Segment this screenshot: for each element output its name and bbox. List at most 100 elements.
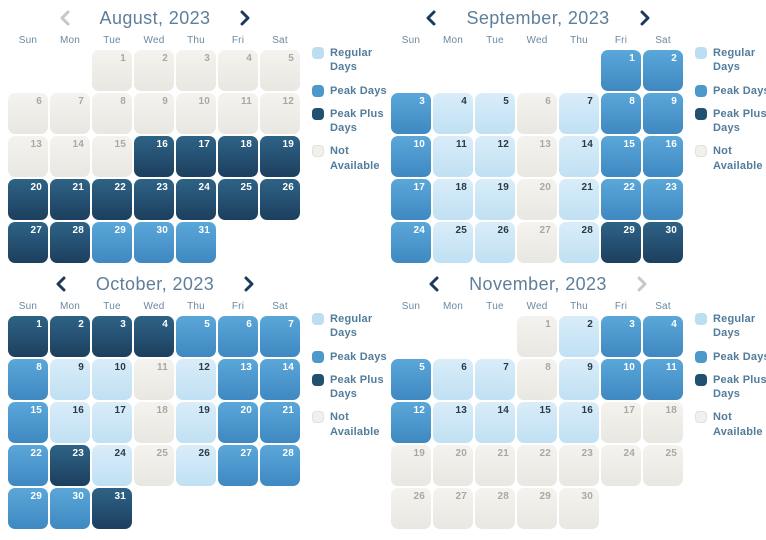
day-cell[interactable]: 10 xyxy=(92,359,132,400)
day-cell[interactable]: 22 xyxy=(92,179,132,220)
day-cell[interactable]: 14 xyxy=(475,402,515,443)
prev-month-button[interactable] xyxy=(422,9,440,27)
day-cell[interactable]: 11 xyxy=(433,136,473,177)
peak_plus-swatch-icon xyxy=(695,107,707,120)
day-cell[interactable]: 18 xyxy=(218,136,258,177)
day-cell[interactable]: 7 xyxy=(475,359,515,400)
day-cell[interactable]: 20 xyxy=(8,179,48,220)
day-cell[interactable]: 26 xyxy=(475,222,515,263)
legend-label: Peak Days xyxy=(330,84,387,97)
day-cell[interactable]: 10 xyxy=(601,359,641,400)
day-cell[interactable]: 4 xyxy=(134,316,174,357)
day-cell[interactable]: 4 xyxy=(433,93,473,134)
day-cell[interactable]: 15 xyxy=(517,402,557,443)
day-number: 13 xyxy=(30,139,42,150)
day-cell[interactable]: 29 xyxy=(601,222,641,263)
day-cell[interactable]: 26 xyxy=(176,445,216,486)
day-cell[interactable]: 17 xyxy=(391,179,431,220)
prev-month-button[interactable] xyxy=(425,275,443,293)
day-cell[interactable]: 12 xyxy=(176,359,216,400)
day-cell[interactable]: 29 xyxy=(92,222,132,263)
day-cell[interactable]: 16 xyxy=(643,136,683,177)
day-number: 31 xyxy=(114,491,126,502)
day-cell[interactable]: 21 xyxy=(260,402,300,443)
day-cell[interactable]: 30 xyxy=(50,488,90,529)
next-month-button[interactable] xyxy=(236,9,254,27)
day-cell[interactable]: 2 xyxy=(559,316,599,357)
day-cell[interactable]: 17 xyxy=(176,136,216,177)
day-cell[interactable]: 23 xyxy=(643,179,683,220)
day-cell[interactable]: 24 xyxy=(391,222,431,263)
day-cell[interactable]: 30 xyxy=(134,222,174,263)
day-cell[interactable]: 21 xyxy=(50,179,90,220)
day-cell[interactable]: 14 xyxy=(260,359,300,400)
day-number: 10 xyxy=(198,96,210,107)
day-cell[interactable]: 5 xyxy=(176,316,216,357)
day-cell[interactable]: 19 xyxy=(176,402,216,443)
day-cell[interactable]: 9 xyxy=(50,359,90,400)
day-cell[interactable]: 23 xyxy=(134,179,174,220)
day-cell: 3 xyxy=(176,50,216,91)
day-cell[interactable]: 11 xyxy=(643,359,683,400)
day-cell[interactable]: 13 xyxy=(433,402,473,443)
day-cell[interactable]: 5 xyxy=(475,93,515,134)
day-cell[interactable]: 23 xyxy=(50,445,90,486)
day-cell[interactable]: 24 xyxy=(92,445,132,486)
next-month-button[interactable] xyxy=(636,9,654,27)
day-cell[interactable]: 7 xyxy=(559,93,599,134)
day-cell[interactable]: 16 xyxy=(559,402,599,443)
day-cell[interactable]: 22 xyxy=(8,445,48,486)
day-cell[interactable]: 9 xyxy=(559,359,599,400)
day-cell[interactable]: 1 xyxy=(601,50,641,91)
day-cell[interactable]: 5 xyxy=(391,359,431,400)
day-cell[interactable]: 28 xyxy=(559,222,599,263)
day-cell[interactable]: 10 xyxy=(391,136,431,177)
next-month-button[interactable] xyxy=(240,275,258,293)
day-cell[interactable]: 30 xyxy=(643,222,683,263)
prev-month-button[interactable] xyxy=(52,275,70,293)
day-cell[interactable]: 2 xyxy=(643,50,683,91)
day-cell[interactable]: 16 xyxy=(134,136,174,177)
day-cell[interactable]: 12 xyxy=(475,136,515,177)
day-cell[interactable]: 28 xyxy=(260,445,300,486)
day-cell[interactable]: 3 xyxy=(92,316,132,357)
day-cell[interactable]: 26 xyxy=(260,179,300,220)
day-cell[interactable]: 1 xyxy=(8,316,48,357)
day-cell[interactable]: 3 xyxy=(601,316,641,357)
day-cell[interactable]: 15 xyxy=(601,136,641,177)
day-number: 14 xyxy=(581,139,593,150)
day-cell[interactable]: 25 xyxy=(218,179,258,220)
day-cell[interactable]: 4 xyxy=(643,316,683,357)
day-cell[interactable]: 27 xyxy=(8,222,48,263)
legend-item-not_available: Not Available xyxy=(312,144,388,173)
day-cell[interactable]: 12 xyxy=(391,402,431,443)
day-cell[interactable]: 21 xyxy=(559,179,599,220)
day-cell[interactable]: 28 xyxy=(50,222,90,263)
day-cell[interactable]: 29 xyxy=(8,488,48,529)
day-cell[interactable]: 17 xyxy=(92,402,132,443)
day-cell[interactable]: 13 xyxy=(218,359,258,400)
day-cell[interactable]: 31 xyxy=(92,488,132,529)
day-cell[interactable]: 14 xyxy=(559,136,599,177)
day-cell[interactable]: 6 xyxy=(433,359,473,400)
day-cell[interactable]: 18 xyxy=(433,179,473,220)
day-cell[interactable]: 19 xyxy=(475,179,515,220)
day-cell[interactable]: 8 xyxy=(601,93,641,134)
day-cell[interactable]: 22 xyxy=(601,179,641,220)
day-cell[interactable]: 27 xyxy=(218,445,258,486)
day-cell[interactable]: 6 xyxy=(218,316,258,357)
day-cell[interactable]: 20 xyxy=(218,402,258,443)
day-cell[interactable]: 31 xyxy=(176,222,216,263)
day-cell[interactable]: 7 xyxy=(260,316,300,357)
day-cell[interactable]: 3 xyxy=(391,93,431,134)
day-cell[interactable]: 25 xyxy=(433,222,473,263)
day-cell[interactable]: 15 xyxy=(8,402,48,443)
day-cell[interactable]: 16 xyxy=(50,402,90,443)
day-cell[interactable]: 8 xyxy=(8,359,48,400)
legend-item-not_available: Not Available xyxy=(312,410,388,439)
day-cell[interactable]: 9 xyxy=(643,93,683,134)
day-cell[interactable]: 24 xyxy=(176,179,216,220)
day-cell[interactable]: 2 xyxy=(50,316,90,357)
day-number: 10 xyxy=(413,139,425,150)
day-cell[interactable]: 19 xyxy=(260,136,300,177)
